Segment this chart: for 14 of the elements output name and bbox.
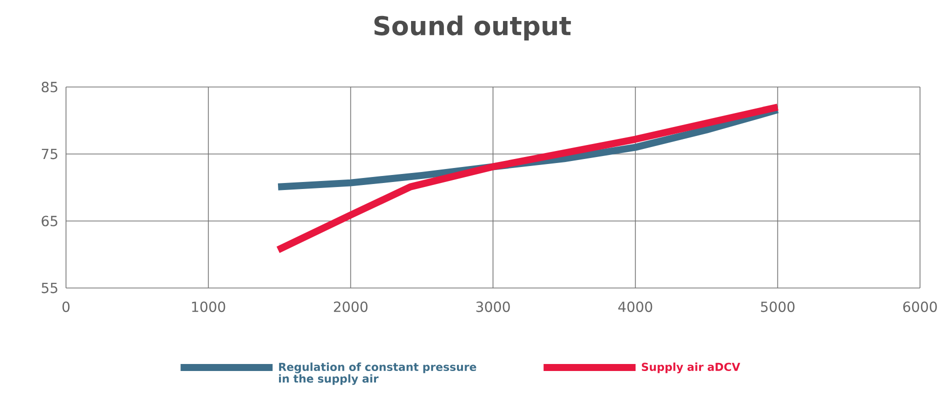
x-tick-label: 0: [62, 302, 70, 312]
text: Regulation of constant pressure in the supply air: [279, 362, 476, 385]
x-tick-label: 1000: [192, 302, 226, 312]
x-tick-label: 2000: [334, 302, 368, 312]
x-tick-label: 5000: [761, 302, 794, 312]
y-tick-label: 65: [42, 216, 58, 226]
y-tick-label: 85: [42, 82, 58, 92]
y-tick-label: 55: [42, 282, 58, 294]
chart-title: Sound output: [374, 15, 571, 41]
y-tick-label: 75: [42, 148, 58, 160]
x-tick-label: 3000: [476, 302, 510, 312]
x-tick-label: 4000: [618, 302, 652, 312]
x-tick-label: 6000: [903, 302, 937, 312]
text: Supply air aDCV: [642, 362, 740, 374]
